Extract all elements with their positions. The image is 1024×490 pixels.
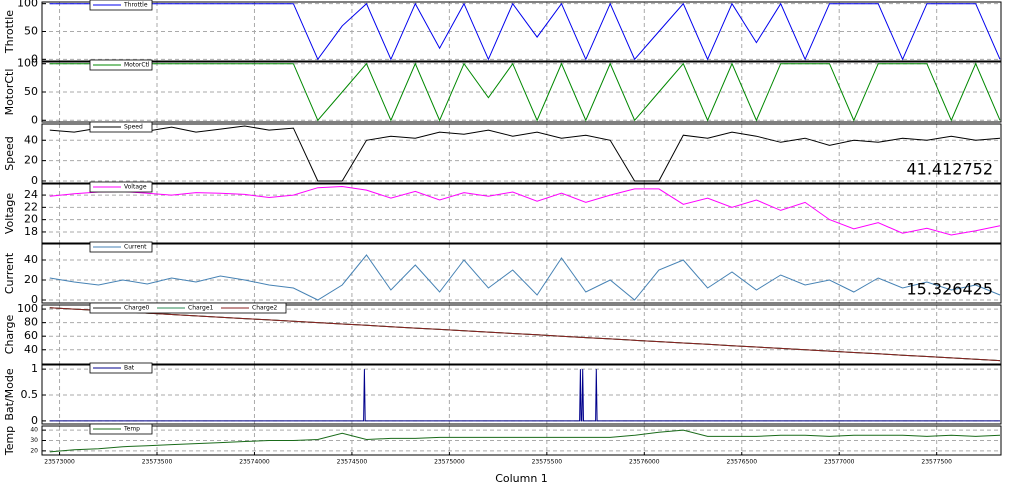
y-tick-label: 50 — [24, 85, 38, 98]
x-tick-label: 23576500 — [726, 459, 757, 466]
data-line — [49, 307, 1001, 362]
x-tick-label: 23575000 — [434, 459, 465, 466]
y-tick-label: 24 — [24, 188, 38, 201]
annotation: 41.412752 — [906, 160, 993, 179]
y-axis-label: MotorCtl — [3, 69, 16, 116]
y-tick-label: 20 — [24, 273, 38, 286]
legend-label: Speed — [124, 124, 143, 131]
y-axis-label: Charge — [3, 315, 16, 355]
y-tick-label: 0.5 — [21, 388, 39, 401]
y-tick-label: 18 — [24, 225, 38, 238]
y-tick-label: 40 — [24, 343, 38, 356]
x-tick-label: 23577000 — [824, 459, 855, 466]
data-line — [49, 429, 1001, 453]
plot-frame — [41, 364, 1002, 425]
y-tick-label: 20 — [24, 213, 38, 226]
y-tick-label: 40 — [30, 427, 38, 434]
legend-label: Temp — [123, 426, 140, 433]
legend-label: Charge2 — [252, 305, 278, 312]
y-tick-label: 20 — [24, 154, 38, 167]
data-line — [49, 2, 1001, 61]
data-line — [49, 369, 1000, 422]
legend-label: Charge0 — [124, 305, 150, 312]
y-tick-label: 20 — [30, 447, 38, 454]
x-tick-label: 23574000 — [239, 459, 270, 466]
y-tick-label: 60 — [24, 329, 38, 342]
x-tick-label: 23573500 — [142, 459, 173, 466]
legend-label: Current — [124, 244, 147, 251]
y-axis-label: Voltage — [3, 193, 16, 234]
data-line — [49, 254, 1001, 301]
y-tick-label: 50 — [24, 25, 38, 38]
y-axis-label: Temp — [3, 426, 16, 456]
y-axis-label: Speed — [3, 136, 16, 170]
y-axis-label: Bat/Mode — [3, 368, 16, 421]
y-tick-label: 0 — [31, 174, 38, 187]
x-tick-label: 23575500 — [532, 459, 563, 466]
legend-label: Voltage — [124, 184, 147, 191]
y-tick-label: 100 — [17, 57, 38, 70]
legend-label: Bat — [124, 365, 135, 372]
data-line — [49, 125, 1001, 182]
y-tick-label: 30 — [30, 437, 38, 444]
plot-frame — [41, 183, 1002, 244]
y-axis-label: Throttle — [3, 10, 16, 54]
x-axis-label: Column 1 — [495, 472, 548, 485]
y-axis-label: Current — [3, 252, 16, 294]
plot-frame — [41, 1, 1002, 62]
y-tick-label: 0 — [31, 52, 38, 65]
y-tick-label: 0 — [31, 414, 38, 427]
x-tick-label: 23576000 — [629, 459, 660, 466]
legend-label: Charge1 — [188, 305, 214, 312]
x-tick-label: 23577500 — [921, 459, 952, 466]
legend-box — [89, 302, 287, 314]
y-tick-label: 80 — [24, 316, 38, 329]
legend-label: Throttle — [123, 2, 148, 9]
x-tick-label: 23574500 — [337, 459, 368, 466]
y-tick-label: 22 — [24, 200, 38, 213]
legend-label: MotorCtl — [124, 62, 150, 69]
data-line — [49, 185, 1001, 236]
plot-frame — [41, 243, 1002, 304]
y-tick-label: 1 — [31, 362, 38, 375]
annotation: 15.326425 — [906, 280, 993, 299]
plot-frame — [41, 61, 1002, 123]
data-line — [49, 62, 1001, 122]
plot-frame — [41, 304, 1002, 365]
plot-frame — [41, 425, 1002, 456]
y-tick-label: 100 — [17, 302, 38, 315]
plot-frame — [41, 123, 1002, 184]
y-tick-label: 40 — [24, 133, 38, 146]
y-tick-label: 40 — [24, 253, 38, 266]
y-tick-label: 100 — [17, 0, 38, 10]
y-tick-label: 0 — [31, 113, 38, 126]
x-tick-label: 23573000 — [44, 459, 75, 466]
y-tick-label: 0 — [31, 293, 38, 306]
